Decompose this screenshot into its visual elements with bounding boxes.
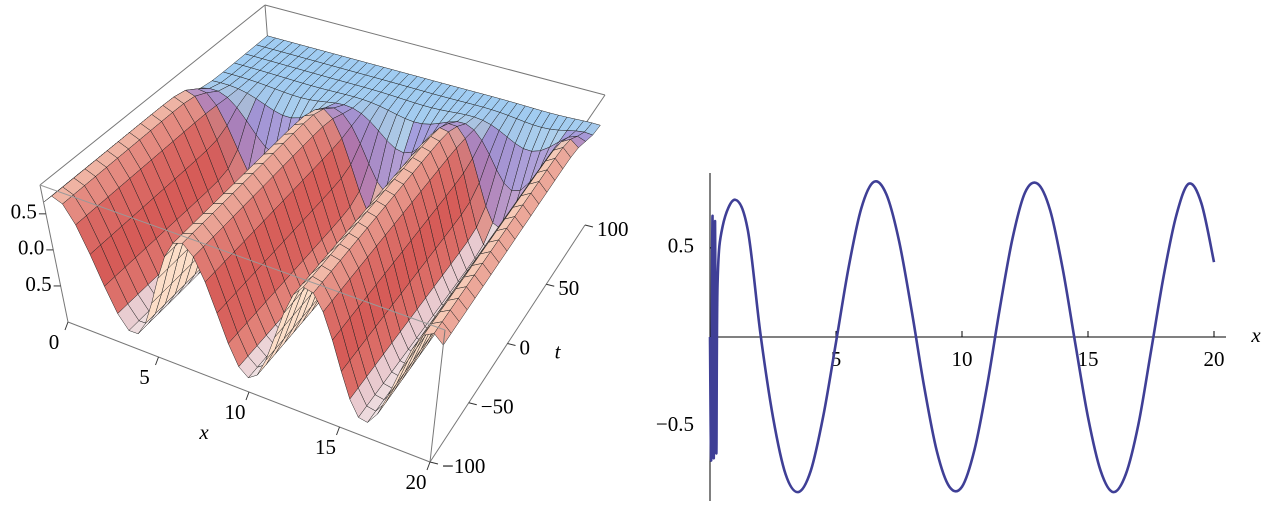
- box-edge: [39, 184, 446, 331]
- x-tick: [155, 356, 159, 366]
- x-tick-label: 15: [315, 435, 336, 459]
- x-axis-label: x: [198, 420, 209, 444]
- t-tick: [546, 283, 555, 287]
- z-tick-label: 0.5: [25, 272, 51, 296]
- z-tick-label: 0.0: [18, 236, 44, 260]
- x-tick-label: 20: [1204, 347, 1225, 371]
- box-edge: [264, 4, 606, 96]
- y-tick-label: 0.5: [668, 234, 694, 258]
- t-tick: [507, 343, 516, 346]
- x-tick: [336, 426, 340, 436]
- x-tick: [245, 391, 250, 401]
- t-tick-label: 100: [597, 217, 629, 241]
- line-plot: 5 10 15 20 −0.5 0.5 x: [656, 173, 1261, 501]
- x-tick: [426, 461, 431, 471]
- t-tick-label: −50: [481, 395, 514, 419]
- box-edge: [39, 4, 266, 186]
- surface-plot: 0 5 10 15 20 −100 −50 0 50 100 0.5 0.0 0.5 x t: [11, 4, 629, 494]
- x-tick: [64, 321, 69, 331]
- x-tick-label: 15: [1078, 347, 1099, 371]
- x-tick-label: 5: [831, 347, 842, 371]
- x-tick-label: 20: [406, 470, 427, 494]
- box-edge: [429, 329, 446, 463]
- t-tick-label: −100: [442, 454, 485, 478]
- t-tick-label: 0: [520, 335, 531, 359]
- line: [708, 180, 1216, 494]
- t-tick: [468, 402, 477, 406]
- x-tick-label: 10: [225, 400, 246, 424]
- x-axis-label: x: [1250, 323, 1261, 347]
- t-tick: [584, 224, 594, 228]
- t-tick: [429, 461, 439, 465]
- x-tick-label: 0: [49, 330, 60, 354]
- z-tick-label: 0.5: [11, 200, 37, 224]
- t-tick-label: 50: [558, 276, 579, 300]
- box-edge: [39, 184, 69, 323]
- y-tick-label: −0.5: [656, 412, 694, 436]
- t-axis-label: t: [555, 339, 562, 363]
- x-tick-label: 5: [139, 365, 150, 389]
- x-tick-label: 10: [952, 347, 973, 371]
